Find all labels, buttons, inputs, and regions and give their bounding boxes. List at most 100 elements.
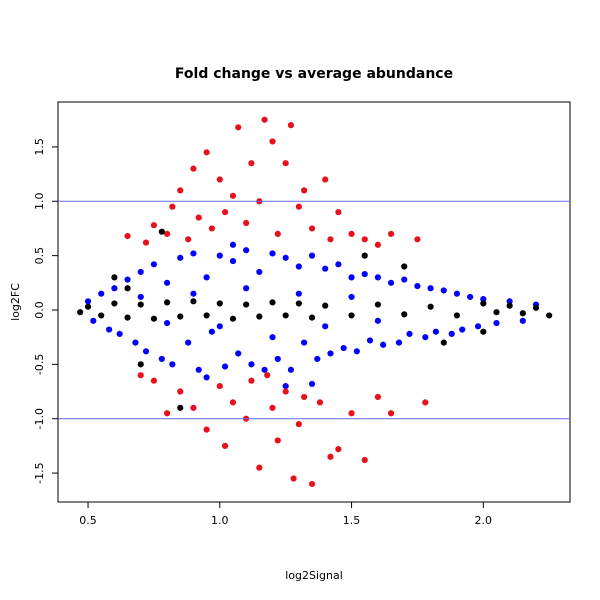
point [414, 236, 421, 243]
point [480, 300, 487, 307]
point [137, 361, 144, 368]
point [243, 219, 250, 227]
point [229, 257, 237, 265]
point [327, 453, 334, 460]
point [308, 225, 316, 232]
point [295, 263, 302, 270]
point [361, 456, 368, 464]
point [142, 348, 150, 355]
point [221, 442, 229, 449]
point [301, 187, 308, 194]
point [448, 330, 455, 338]
point [243, 301, 250, 308]
point [195, 214, 202, 221]
point [361, 252, 368, 259]
point [177, 404, 184, 411]
point [235, 350, 242, 357]
point [261, 366, 268, 373]
point [163, 410, 171, 417]
point [229, 192, 237, 199]
point [216, 382, 223, 390]
point [348, 312, 355, 319]
point [150, 377, 158, 384]
point [150, 315, 158, 322]
point [203, 274, 210, 281]
point [374, 301, 382, 308]
point [335, 209, 342, 216]
point [314, 355, 321, 363]
point [406, 330, 413, 338]
point [84, 303, 92, 310]
point [243, 247, 250, 254]
point [374, 241, 382, 248]
point [203, 312, 210, 319]
point [361, 236, 368, 243]
point [322, 176, 329, 183]
point [322, 265, 329, 272]
point [274, 355, 281, 363]
point [532, 304, 540, 311]
point [216, 323, 223, 330]
point [274, 230, 281, 237]
point [269, 250, 276, 257]
point [366, 337, 374, 344]
point [295, 300, 302, 307]
point [150, 222, 158, 229]
point [248, 361, 255, 368]
point [282, 312, 289, 319]
point [432, 328, 439, 335]
point [111, 285, 118, 292]
point [348, 293, 355, 301]
y-tick-label: -1.0 [33, 408, 46, 429]
point [90, 317, 97, 324]
point [137, 372, 144, 379]
point [269, 334, 276, 341]
x-tick-label: 2.0 [475, 514, 493, 527]
point [453, 312, 461, 319]
point [467, 293, 474, 301]
point [142, 239, 150, 246]
point [163, 279, 171, 286]
point [427, 303, 434, 310]
point [401, 276, 408, 283]
point [269, 299, 276, 306]
point [287, 366, 295, 373]
point [427, 285, 434, 292]
point [111, 274, 118, 281]
point [422, 334, 429, 341]
point [322, 302, 329, 309]
point [459, 326, 466, 333]
point [177, 313, 184, 320]
point [308, 380, 316, 388]
point [335, 261, 342, 268]
point [163, 299, 171, 306]
point [132, 339, 139, 346]
point [77, 309, 84, 316]
point [229, 241, 237, 248]
point [353, 348, 360, 355]
point [316, 399, 324, 406]
point [177, 254, 184, 261]
point [185, 339, 192, 346]
point [185, 236, 192, 243]
point [137, 293, 144, 301]
point [440, 287, 447, 294]
point [519, 310, 526, 317]
point [506, 302, 513, 309]
point [295, 203, 302, 210]
point [256, 268, 263, 276]
point [169, 361, 176, 368]
point [163, 230, 171, 237]
point [440, 339, 447, 346]
point [474, 323, 482, 330]
point [163, 319, 171, 327]
point [301, 339, 308, 346]
point [137, 301, 144, 308]
point [414, 282, 421, 290]
point [295, 421, 302, 428]
point [190, 250, 197, 257]
point [308, 314, 316, 321]
point [493, 319, 500, 327]
point [256, 464, 263, 471]
